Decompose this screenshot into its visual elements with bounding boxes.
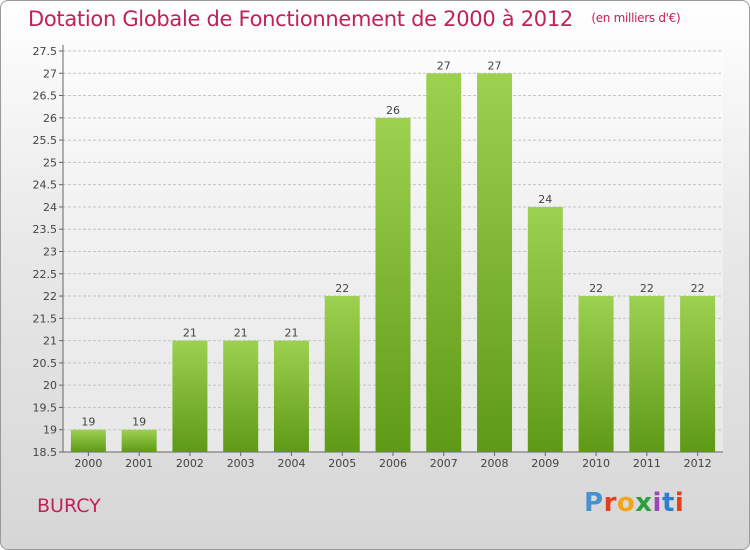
x-tick-label: 2006	[379, 457, 407, 470]
bar	[375, 117, 411, 452]
x-tick-label: 2007	[430, 457, 458, 470]
chart-title: Dotation Globale de Fonctionnement de 20…	[28, 7, 681, 31]
y-tick-label: 23	[43, 246, 57, 259]
x-tick-label: 2009	[531, 457, 559, 470]
y-tick-label: 20.5	[33, 357, 58, 370]
bar	[527, 206, 563, 452]
logo-letter: P	[584, 488, 604, 518]
bar	[426, 73, 462, 453]
x-tick-label: 2008	[481, 457, 509, 470]
bar	[629, 296, 665, 452]
x-tick-label: 2003	[227, 457, 255, 470]
proxiti-logo: Proxiti	[584, 488, 684, 518]
bar	[578, 296, 614, 452]
bar	[477, 73, 513, 453]
x-tick-label: 2002	[176, 457, 204, 470]
chart-title-text: Dotation Globale de Fonctionnement de 20…	[28, 7, 573, 31]
chart-subtitle: (en milliers d'€)	[591, 11, 681, 25]
commune-name: BURCY	[37, 495, 101, 517]
y-tick-label: 18.5	[33, 446, 58, 459]
logo-letter: o	[616, 488, 636, 518]
bar	[680, 296, 716, 452]
bar	[273, 340, 309, 452]
logo-letter: t	[661, 488, 675, 518]
logo-letter: i	[674, 488, 685, 518]
bar	[324, 296, 360, 452]
y-tick-label: 24	[43, 201, 57, 214]
y-tick-label: 20	[43, 379, 57, 392]
x-tick-label: 2011	[633, 457, 661, 470]
x-tick-label: 2000	[74, 457, 102, 470]
x-tick-label: 2010	[582, 457, 610, 470]
y-tick-label: 19	[43, 424, 57, 437]
bar	[121, 429, 157, 452]
bar-data-label: 19	[81, 416, 95, 429]
y-tick-label: 24.5	[33, 179, 58, 192]
x-tick-label: 2005	[328, 457, 356, 470]
bar	[172, 340, 208, 452]
x-tick-label: 2012	[684, 457, 712, 470]
y-tick-label: 25.5	[33, 134, 58, 147]
logo-letter: r	[603, 488, 617, 518]
bar	[223, 340, 259, 452]
y-tick-label: 21.5	[33, 312, 58, 325]
bar-data-label: 22	[335, 282, 349, 295]
bar-data-label: 27	[488, 59, 502, 72]
bar-data-label: 22	[589, 282, 603, 295]
y-tick-label: 23.5	[33, 223, 58, 236]
logo-letter: x	[635, 488, 653, 518]
bar-data-label: 24	[538, 193, 552, 206]
x-tick-label: 2004	[277, 457, 305, 470]
bar-data-label: 27	[437, 59, 451, 72]
y-tick-label: 21	[43, 335, 57, 348]
y-tick-label: 22.5	[33, 268, 58, 281]
y-tick-label: 26	[43, 112, 57, 125]
bar	[70, 429, 106, 452]
y-tick-label: 25	[43, 156, 57, 169]
bar-data-label: 26	[386, 104, 400, 117]
bar-data-label: 21	[183, 327, 197, 340]
y-tick-label: 26.5	[33, 90, 58, 103]
logo-letter: i	[652, 488, 662, 518]
y-tick-label: 27.5	[33, 45, 58, 58]
y-tick-label: 19.5	[33, 401, 58, 414]
bar-data-label: 22	[640, 282, 654, 295]
bar-data-label: 22	[691, 282, 705, 295]
bar-data-label: 21	[284, 327, 298, 340]
bar-data-label: 19	[132, 416, 146, 429]
x-tick-label: 2001	[125, 457, 153, 470]
y-tick-label: 27	[43, 67, 57, 80]
bar-data-label: 21	[234, 327, 248, 340]
y-tick-label: 22	[43, 290, 57, 303]
